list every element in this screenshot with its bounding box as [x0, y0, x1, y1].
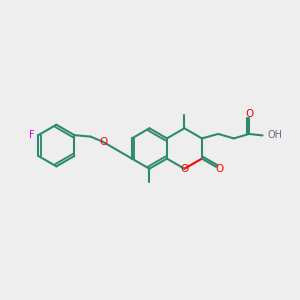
Text: OH: OH — [267, 130, 282, 140]
Text: O: O — [245, 109, 253, 119]
Text: F: F — [29, 130, 35, 140]
Text: O: O — [99, 137, 107, 147]
Text: O: O — [216, 164, 224, 174]
Text: O: O — [180, 164, 188, 174]
